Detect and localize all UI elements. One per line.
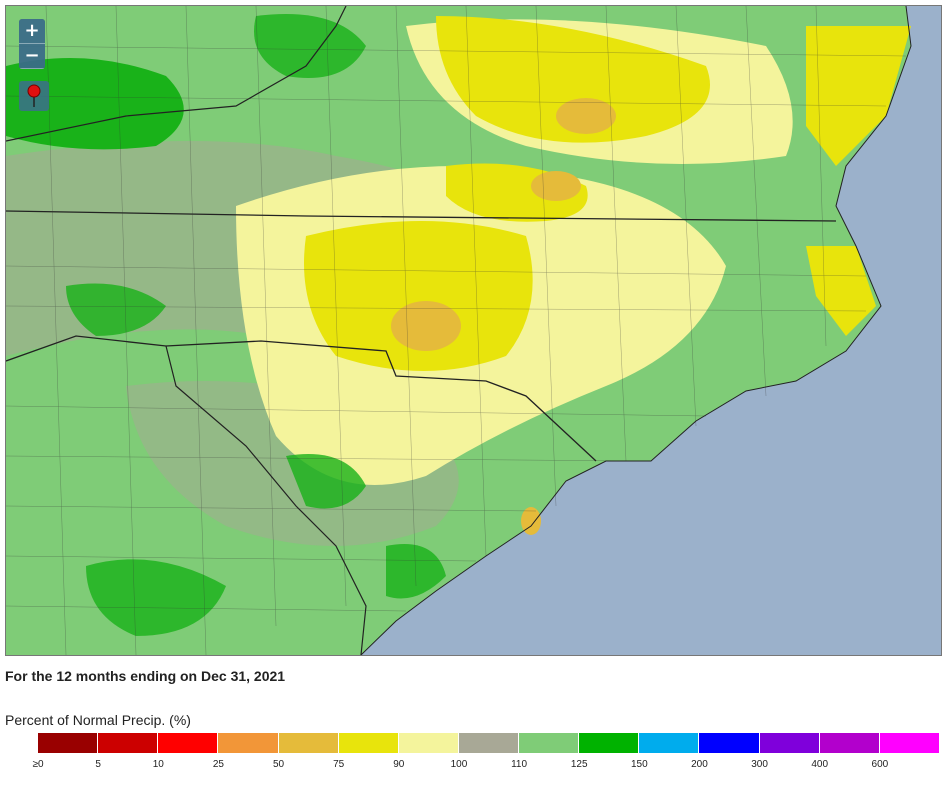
legend-tick-label: ≥0 bbox=[32, 759, 44, 770]
legend-tick-label: 110 bbox=[511, 759, 528, 770]
county-lines bbox=[6, 6, 907, 655]
legend-swatch bbox=[158, 733, 219, 753]
legend-swatch bbox=[98, 733, 159, 753]
legend-tick-label: 75 bbox=[333, 759, 345, 770]
legend-swatch bbox=[38, 733, 99, 753]
legend-swatch bbox=[759, 733, 820, 753]
legend-swatch bbox=[819, 733, 880, 753]
green-dark-region bbox=[6, 58, 184, 150]
green-dark-region bbox=[66, 283, 166, 336]
legend-swatch bbox=[458, 733, 520, 753]
legend-tick-label: 300 bbox=[751, 759, 768, 770]
map-canvas[interactable] bbox=[6, 6, 941, 655]
orange-spot bbox=[531, 171, 581, 201]
coastline bbox=[360, 6, 912, 655]
yellow-coast bbox=[806, 246, 876, 336]
zoom-out-button[interactable]: − bbox=[19, 44, 45, 69]
state-border bbox=[6, 6, 347, 142]
orange-spot bbox=[521, 507, 541, 535]
precip-map[interactable]: + − bbox=[5, 5, 942, 656]
legend-tick-label: 400 bbox=[811, 759, 829, 770]
state-border bbox=[6, 335, 597, 462]
color-legend bbox=[38, 733, 940, 753]
yellow-region bbox=[304, 221, 533, 371]
legend-tick-label: 10 bbox=[152, 759, 164, 770]
zoom-in-button[interactable]: + bbox=[19, 19, 45, 44]
legend-swatch bbox=[338, 733, 399, 753]
state-border bbox=[165, 345, 367, 655]
legend-swatch bbox=[579, 733, 640, 753]
green-dark-region bbox=[254, 14, 366, 78]
orange-spot bbox=[556, 98, 616, 134]
legend-swatch bbox=[879, 733, 940, 753]
legend-tick-label: 150 bbox=[630, 759, 648, 770]
legend-tick-label: 5 bbox=[95, 759, 101, 770]
green-dark-region bbox=[386, 544, 446, 599]
state-border bbox=[6, 210, 837, 222]
legend-swatch bbox=[218, 733, 279, 753]
green-dark-region bbox=[286, 454, 366, 509]
yellow-coast bbox=[806, 26, 911, 166]
legend-tick-label: 90 bbox=[393, 759, 405, 770]
legend-swatch bbox=[278, 733, 339, 753]
zoom-control: + − bbox=[19, 19, 45, 69]
legend-swatch bbox=[699, 733, 760, 753]
map-pin-icon bbox=[27, 84, 41, 107]
location-marker-button[interactable] bbox=[19, 81, 49, 111]
legend-tick-label: 25 bbox=[212, 759, 224, 770]
legend-title: Percent of Normal Precip. (%) bbox=[5, 712, 191, 728]
green-dark-region bbox=[86, 559, 226, 636]
legend-tick-label: 200 bbox=[691, 759, 708, 770]
legend-swatch bbox=[519, 733, 580, 753]
legend-tick-label: 600 bbox=[871, 759, 889, 770]
yellow-region bbox=[436, 16, 710, 143]
legend-tick-label: 100 bbox=[450, 759, 468, 770]
legend-tick-label: 125 bbox=[570, 759, 588, 770]
orange-spot bbox=[391, 301, 461, 351]
legend-tick-label: 50 bbox=[272, 759, 285, 770]
legend-swatch bbox=[639, 733, 700, 753]
legend-swatch bbox=[398, 733, 459, 753]
period-caption: For the 12 months ending on Dec 31, 2021 bbox=[5, 668, 286, 684]
